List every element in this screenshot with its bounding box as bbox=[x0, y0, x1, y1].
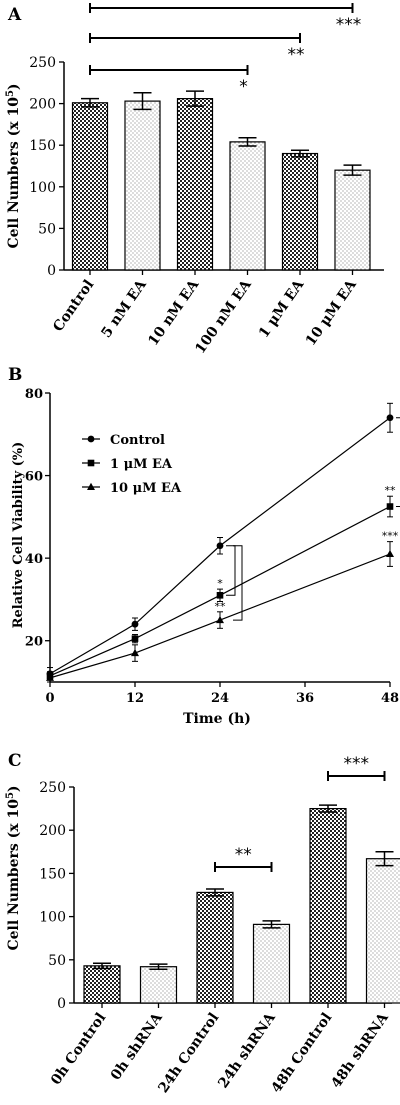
panel-a-bar bbox=[176, 98, 214, 271]
panel-a-bar bbox=[124, 100, 161, 271]
panel-b-point bbox=[131, 620, 139, 628]
panel-b-point-annotation: * bbox=[217, 577, 223, 590]
panel-a-x-tick-label: 5 nM EA bbox=[98, 276, 150, 341]
panel-a-y-axis-label: Cell Numbers (x 105) bbox=[5, 83, 22, 248]
panel-a-y-tick-label: 150 bbox=[29, 138, 56, 154]
panel-c-y-tick-label: 200 bbox=[39, 823, 66, 839]
panel-c-bar bbox=[365, 858, 400, 1004]
panel-b-legend-label: 1 μM EA bbox=[110, 457, 173, 472]
panel-c-significance-label: ** bbox=[235, 845, 252, 865]
panel-c-significance-label: *** bbox=[344, 754, 370, 774]
panel-b-x-tick-label: 0 bbox=[45, 691, 54, 706]
panel-b-legend: Control 1 μM EA 10 μM EA bbox=[82, 433, 182, 496]
panel-a-x-tick-label: 10 nM EA bbox=[145, 276, 203, 349]
panel-b-x-tick-label: 36 bbox=[296, 691, 314, 706]
panel-b-line-chart: B Relative Cell Viability (%) Time (h) 2… bbox=[8, 365, 400, 727]
panel-c-y-tick-label: 100 bbox=[39, 910, 66, 926]
panel-b-point bbox=[131, 635, 139, 642]
panel-b-legend-marker bbox=[87, 435, 95, 443]
panel-a-label: A bbox=[7, 5, 22, 25]
panel-b-series-line bbox=[49, 506, 391, 677]
panel-a-x-tick-label: 1 μM EA bbox=[256, 276, 308, 341]
panel-b-point bbox=[46, 673, 54, 681]
panel-c-x-tick-label: 0h Control bbox=[48, 1010, 109, 1088]
panel-c-y-tick-label: 150 bbox=[39, 866, 66, 882]
panel-b-significance-bracket bbox=[226, 545, 236, 596]
panel-c-y-tick-label: 0 bbox=[57, 996, 66, 1012]
panel-b-point bbox=[216, 542, 224, 550]
panel-a-x-tick-label: 10 μM EA bbox=[303, 276, 361, 349]
panel-a-bar bbox=[334, 169, 371, 271]
panel-b-x-tick-label: 12 bbox=[126, 691, 144, 706]
panel-c-label: C bbox=[8, 751, 22, 771]
panel-b-point bbox=[386, 414, 394, 422]
panel-b-y-axis-label: Relative Cell Viability (%) bbox=[11, 442, 26, 629]
panel-b-point bbox=[131, 648, 139, 657]
panel-b-point-annotation: ** bbox=[215, 600, 227, 613]
panel-a-bar bbox=[229, 141, 266, 271]
panel-b-legend-marker bbox=[87, 459, 95, 467]
panel-a-x-tick-label: Control bbox=[50, 277, 97, 335]
panel-a-y-tick-label: 250 bbox=[29, 55, 56, 71]
panel-a-significance-label: ** bbox=[288, 45, 305, 65]
panel-b-point-annotation: *** bbox=[382, 530, 399, 543]
panel-a-bar bbox=[71, 102, 109, 271]
panel-c-x-tick-label: 24h Control bbox=[155, 1010, 222, 1096]
panel-a-x-tick-label: 100 nM EA bbox=[192, 276, 255, 357]
panel-b-x-tick-label: 24 bbox=[211, 691, 229, 706]
panel-b-point bbox=[216, 592, 224, 599]
panel-c-y-tick-label: 250 bbox=[39, 780, 66, 796]
panel-b-series-line bbox=[49, 417, 391, 675]
panel-b-y-tick-label: 40 bbox=[25, 552, 43, 567]
panel-b-label: B bbox=[8, 365, 22, 385]
panel-a-y-tick-label: 200 bbox=[29, 97, 56, 113]
panel-b-y-tick-label: 60 bbox=[25, 470, 43, 485]
panel-a-y-tick-label: 0 bbox=[47, 263, 56, 279]
panel-c-bar bbox=[309, 807, 347, 1004]
panel-c-x-tick-label: 0h shRNA bbox=[108, 1009, 167, 1083]
panel-c-y-axis-label: Cell Numbers (x 105) bbox=[5, 785, 22, 950]
panel-b-point bbox=[386, 549, 394, 558]
panel-c-x-tick-label: 48h shRNA bbox=[328, 1009, 392, 1091]
panel-b-significance-bracket bbox=[396, 417, 400, 508]
panel-b-point bbox=[386, 503, 394, 510]
panel-b-y-tick-label: 20 bbox=[25, 635, 43, 650]
panel-a-bar-chart: A Cell Numbers (x 105) 0 50 100 150 200 250 Co… bbox=[5, 3, 384, 357]
panel-b-x-tick-label: 48 bbox=[381, 691, 399, 706]
panel-a-y-tick-label: 50 bbox=[38, 221, 56, 237]
panel-c-x-tick-label: 48h Control bbox=[268, 1010, 335, 1096]
panel-c-x-tick-label: 24h shRNA bbox=[215, 1009, 279, 1091]
panel-b-y-tick-label: 80 bbox=[25, 387, 43, 402]
panel-a-y-tick-label: 100 bbox=[29, 180, 56, 196]
panel-b-legend-label: 10 μM EA bbox=[110, 481, 182, 496]
panel-c-y-tick-label: 50 bbox=[48, 953, 66, 969]
panel-c-bar bbox=[252, 923, 291, 1004]
panel-c-bar bbox=[196, 891, 234, 1004]
panel-b-significance-bracket bbox=[233, 545, 243, 621]
panel-c-bar bbox=[139, 966, 178, 1004]
panel-b-x-axis-label: Time (h) bbox=[183, 711, 251, 727]
panel-b-point-annotation: ** bbox=[385, 484, 397, 497]
panel-b-point bbox=[216, 615, 224, 624]
panel-b-series-line bbox=[49, 553, 391, 679]
panel-b-legend-label: Control bbox=[110, 433, 165, 448]
panel-b-legend-marker bbox=[87, 482, 95, 490]
panel-c-bar bbox=[83, 965, 121, 1004]
panel-c-bar-chart: C Cell Numbers (x 105) 0 50 100 150 200 250 0h… bbox=[5, 751, 400, 1096]
panel-a-significance-label: *** bbox=[336, 15, 362, 35]
panel-a-bar bbox=[281, 152, 319, 271]
panel-a-significance-label: * bbox=[239, 77, 248, 97]
